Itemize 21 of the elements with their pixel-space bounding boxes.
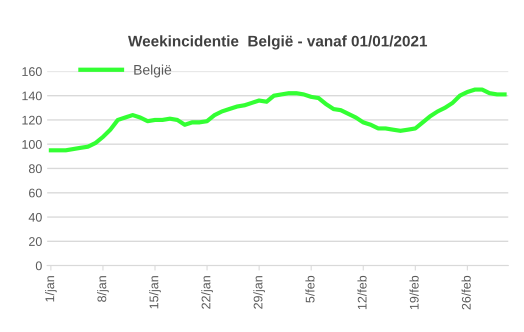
y-tick-label: 0 <box>36 261 42 270</box>
y-tick-label: 20 <box>29 237 42 246</box>
x-tick-label: 1/jan <box>45 276 57 302</box>
y-tick-label: 100 <box>22 140 42 149</box>
x-tick-label: 22/jan <box>201 276 213 309</box>
y-tick-label: 160 <box>22 67 42 76</box>
line-series <box>48 88 507 152</box>
x-tick-label: 29/jan <box>253 276 265 309</box>
y-tick-label: 120 <box>22 116 42 125</box>
x-tick-label: 26/feb <box>462 276 471 310</box>
x-tick-label: 8/jan <box>97 276 109 302</box>
chart-title: Weekincidentie België - vanaf 01/01/2021 <box>128 35 428 50</box>
x-tick-label: 19/feb <box>409 276 419 310</box>
x-tick-label: 15/jan <box>149 276 161 308</box>
legend-label: België <box>134 64 172 78</box>
y-tick-label: 140 <box>22 91 42 100</box>
y-tick-label: 40 <box>28 212 42 222</box>
y-tick-label: 60 <box>29 188 42 198</box>
y-tick-label: 80 <box>28 164 42 174</box>
x-tick-label: 5/feb <box>305 276 315 303</box>
x-tick-label: 12/feb <box>357 276 367 310</box>
